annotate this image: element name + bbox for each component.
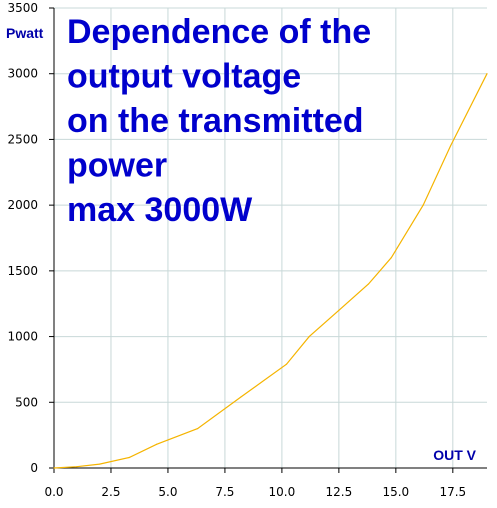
y-tick-label: 0 [30,461,38,475]
data-point [338,309,340,311]
data-point [449,145,452,147]
data-point [76,466,78,468]
x-tick-label: 0.0 [44,485,63,499]
data-point [53,467,55,469]
tick-labels: 0.0 2.5 5.0 7.5 10.0 12.5 15.0 17.5 0 500 1000 1500… [7,1,466,499]
y-tick-label: 3500 [7,1,38,15]
data-point [240,396,242,398]
data-point [422,204,424,206]
x-tick-label: 10.0 [269,485,296,499]
data-point [390,257,392,259]
x-tick-label: 7.5 [215,485,234,499]
data-point [155,443,158,445]
y-tick-label: 2500 [7,132,38,146]
y-tick-label: 500 [15,395,38,409]
data-point [308,335,310,338]
chart-title-line: Dependence of the [67,13,371,51]
data-point [196,427,199,430]
data-point [367,283,370,285]
chart-title-line: max 3000W [67,191,253,229]
chart-title-line: output voltage [67,58,301,96]
data-point [98,463,101,465]
data-point [128,456,130,459]
chart-title-line: power [67,147,167,185]
y-tick-label: 2000 [7,198,38,212]
x-tick-label: 15.0 [382,485,409,499]
x-tick-label: 17.5 [439,485,466,499]
chart-title: Dependence of the output voltage on the tr… [67,13,371,229]
y-tick-label: 3000 [7,67,38,81]
data-point [486,73,488,75]
chart-title-line: on the transmitted [67,102,364,140]
x-tick-label: 2.5 [101,485,120,499]
x-tick-label: 12.5 [326,485,353,499]
data-point [285,363,288,365]
grid [53,7,487,469]
x-axis-label: OUT V [433,447,476,463]
y-tick-label: 1000 [7,330,38,344]
y-tick-label: 1500 [7,264,38,278]
axes [49,7,487,473]
y-axis-label: Pwatt [6,25,44,41]
x-tick-label: 5.0 [158,485,177,499]
series-layer [53,73,488,469]
